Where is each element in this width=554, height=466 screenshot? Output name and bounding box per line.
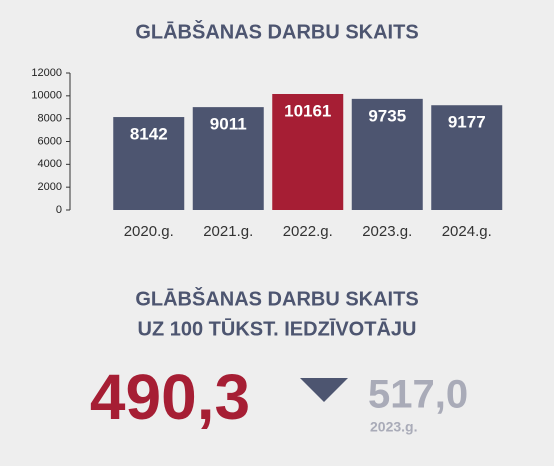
bar (351, 98, 423, 210)
y-tick-label: 8000 (38, 113, 62, 125)
kpi-title: GLĀBŠANAS DARBU SKAITS (135, 286, 418, 310)
bar (113, 117, 185, 210)
chart-title: GLĀBŠANAS DARBU SKAITS (135, 19, 418, 43)
y-tick-label: 4000 (38, 158, 62, 170)
y-tick-label: 12000 (31, 67, 62, 79)
y-tick-label: 2000 (38, 181, 62, 193)
down-arrow (300, 378, 348, 402)
value-label: 10161 (284, 101, 331, 120)
value-label: 8142 (130, 125, 168, 144)
x-tick-label: 2022.g. (283, 223, 333, 240)
kpi-value: 490,3 (90, 361, 250, 433)
bar (192, 107, 264, 210)
kpi-previous-value: 517,0 (368, 373, 468, 417)
value-label: 9735 (368, 106, 406, 125)
y-tick-label: 6000 (38, 135, 62, 147)
value-label: 9177 (448, 113, 486, 132)
bar (272, 93, 344, 210)
value-label: 9011 (210, 115, 247, 134)
bar (431, 105, 503, 210)
kpi-title: UZ 100 TŪKST. IEDZĪVOTĀJU (138, 318, 417, 340)
x-tick-label: 2023.g. (362, 223, 412, 240)
x-tick-label: 2020.g. (124, 223, 174, 240)
y-tick-label: 10000 (31, 90, 62, 102)
y-tick-label: 0 (56, 204, 62, 216)
x-tick-label: 2021.g. (203, 223, 253, 240)
kpi-previous-label: 2023.g. (370, 419, 417, 435)
x-tick-label: 2024.g. (442, 223, 492, 240)
